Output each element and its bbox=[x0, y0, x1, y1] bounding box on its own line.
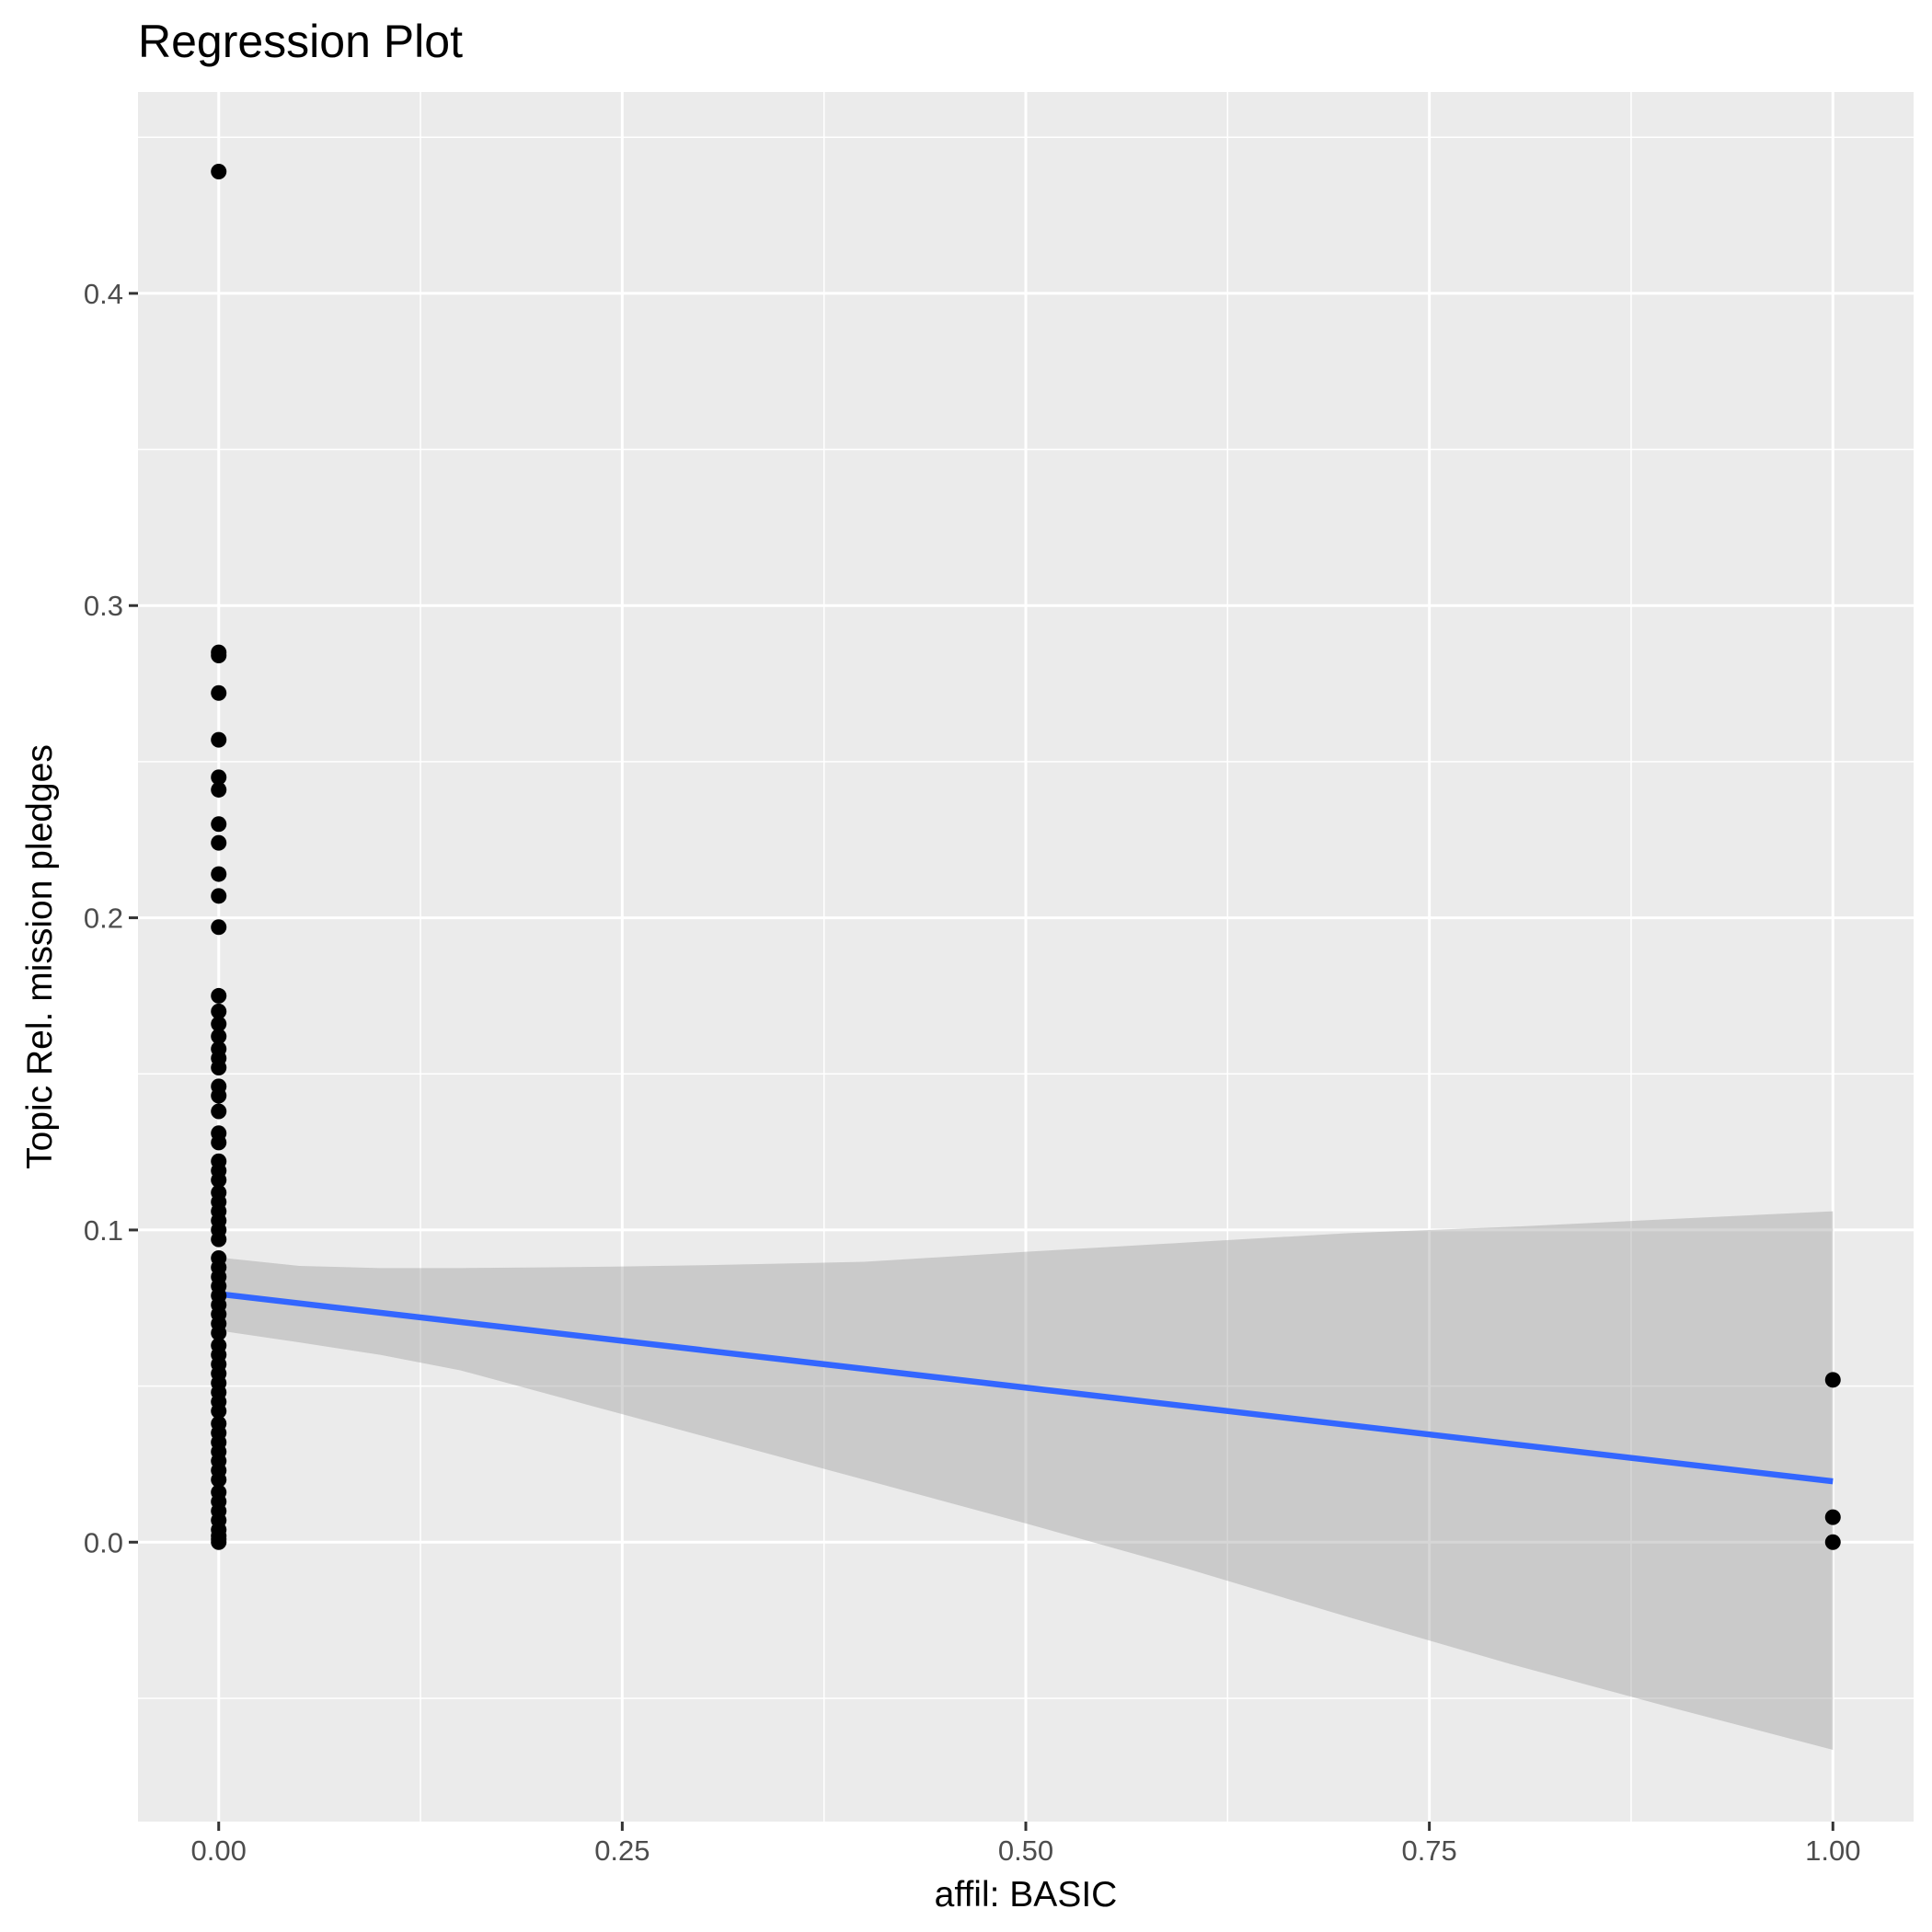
data-point bbox=[211, 866, 227, 882]
data-point bbox=[211, 781, 227, 798]
y-tick-label: 0.3 bbox=[84, 590, 123, 622]
regression-line bbox=[218, 1291, 1834, 1485]
data-point bbox=[211, 1087, 227, 1104]
data-point bbox=[211, 1325, 227, 1341]
x-tick-label: 0.50 bbox=[998, 1834, 1053, 1867]
data-point bbox=[1824, 1372, 1841, 1388]
data-point bbox=[211, 888, 227, 904]
data-point bbox=[211, 1003, 227, 1019]
data-point bbox=[211, 919, 227, 936]
y-tick-label: 0.4 bbox=[84, 278, 123, 310]
data-point bbox=[211, 816, 227, 833]
x-tick-label: 0.00 bbox=[191, 1834, 247, 1867]
data-point bbox=[211, 987, 227, 1004]
data-point bbox=[211, 769, 227, 786]
y-axis: 0.0 0.1 0.2 0.3 0.4 bbox=[84, 278, 138, 1558]
data-point bbox=[211, 164, 227, 180]
data-point bbox=[211, 684, 227, 701]
confidence-band-layer bbox=[218, 1211, 1834, 1750]
data-point bbox=[211, 1029, 227, 1045]
y-tick-label: 0.2 bbox=[84, 903, 123, 935]
data-points bbox=[211, 164, 1841, 1550]
x-tick-label: 1.00 bbox=[1805, 1834, 1860, 1867]
y-tick-label: 0.1 bbox=[84, 1214, 123, 1247]
data-point bbox=[211, 1059, 227, 1075]
x-tick-label: 0.75 bbox=[1401, 1834, 1456, 1867]
regression-line-layer bbox=[218, 1291, 1834, 1485]
x-axis: 0.00 0.25 0.50 0.75 1.00 bbox=[191, 1822, 1860, 1867]
data-point bbox=[211, 1134, 227, 1151]
data-point bbox=[211, 834, 227, 851]
data-point bbox=[1824, 1534, 1841, 1550]
y-tick-label: 0.0 bbox=[84, 1526, 123, 1558]
data-point bbox=[211, 1471, 227, 1488]
x-tick-label: 0.25 bbox=[594, 1834, 650, 1867]
data-point bbox=[1824, 1509, 1841, 1525]
data-point bbox=[211, 1016, 227, 1032]
data-point bbox=[211, 731, 227, 748]
x-axis-title: affil: BASIC bbox=[935, 1875, 1118, 1915]
chart-title: Regression Plot bbox=[138, 16, 463, 67]
data-point bbox=[211, 1103, 227, 1120]
data-point bbox=[211, 648, 227, 664]
data-point bbox=[211, 1534, 227, 1550]
y-axis-title: Topic Rel. mission pledges bbox=[20, 744, 60, 1169]
data-point bbox=[211, 1403, 227, 1420]
data-point bbox=[211, 1172, 227, 1189]
data-point bbox=[211, 1231, 227, 1248]
confidence-band bbox=[218, 1211, 1834, 1750]
